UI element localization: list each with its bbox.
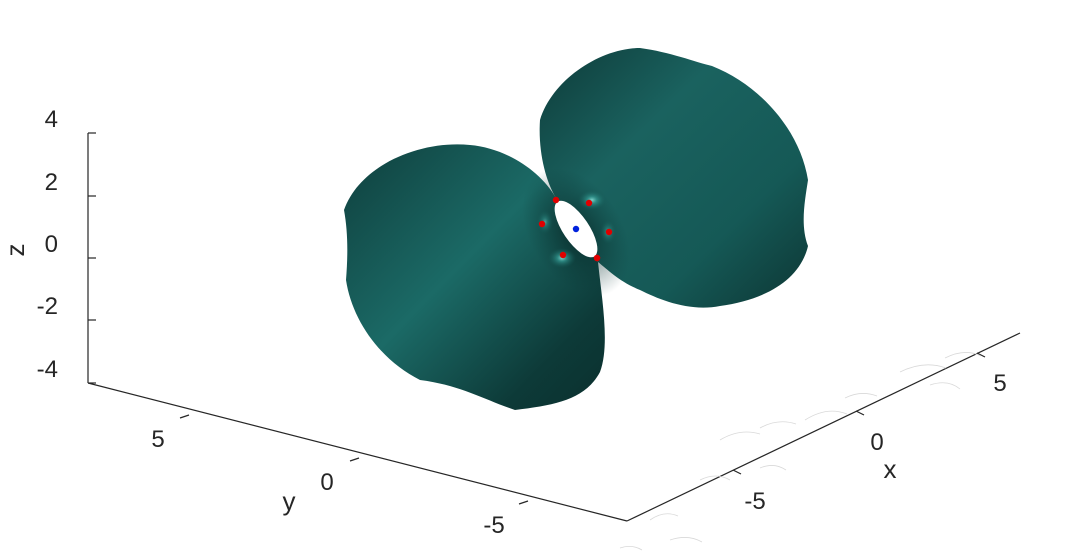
- y-tick-label: 0: [320, 469, 333, 496]
- waist-glow-top: [578, 190, 606, 210]
- z-tick-label: 4: [45, 106, 58, 133]
- z-axis-label: z: [0, 244, 30, 257]
- x-tick-label: 0: [870, 429, 883, 456]
- z-ticks: 4 2 0 -2 -4: [37, 106, 96, 384]
- x-tick-mark: [976, 352, 986, 358]
- y-tick-label: -5: [483, 512, 504, 539]
- red-point: [538, 220, 546, 228]
- y-tick-label: 5: [151, 426, 164, 453]
- blue-point: [572, 225, 580, 233]
- y-tick-mark: [179, 414, 190, 419]
- z-tick-label: -4: [37, 356, 58, 383]
- y-axis-label: y: [283, 486, 296, 516]
- x-ticks: 5 0 -5: [732, 352, 1007, 515]
- y-ticks: 5 0 -5: [151, 414, 529, 539]
- x-tick-label: -5: [744, 488, 765, 515]
- x-axis-line: [626, 332, 1021, 522]
- data-points: [538, 196, 613, 262]
- red-point: [605, 228, 613, 236]
- z-tick-label: 2: [45, 169, 58, 196]
- x-tick-mark: [732, 469, 742, 475]
- y-tick-mark: [518, 500, 529, 505]
- y-axis-line: [87, 382, 628, 522]
- z-tick-label: 0: [45, 231, 58, 258]
- red-point: [552, 196, 560, 204]
- red-point: [593, 254, 601, 262]
- z-tick-label: -2: [37, 293, 58, 320]
- y-tick-mark: [349, 457, 360, 462]
- red-point: [559, 251, 567, 259]
- waist-glow-left: [537, 210, 553, 234]
- x-tick-mark: [855, 410, 865, 416]
- axes: 4 2 0 -2 -4 z 5 0 -5 y 5 0 -5 x: [0, 106, 1021, 539]
- x-tick-label: 5: [993, 370, 1006, 397]
- x-axis-label: x: [884, 454, 897, 484]
- red-point: [585, 199, 593, 207]
- shadow-streaks: [619, 352, 982, 551]
